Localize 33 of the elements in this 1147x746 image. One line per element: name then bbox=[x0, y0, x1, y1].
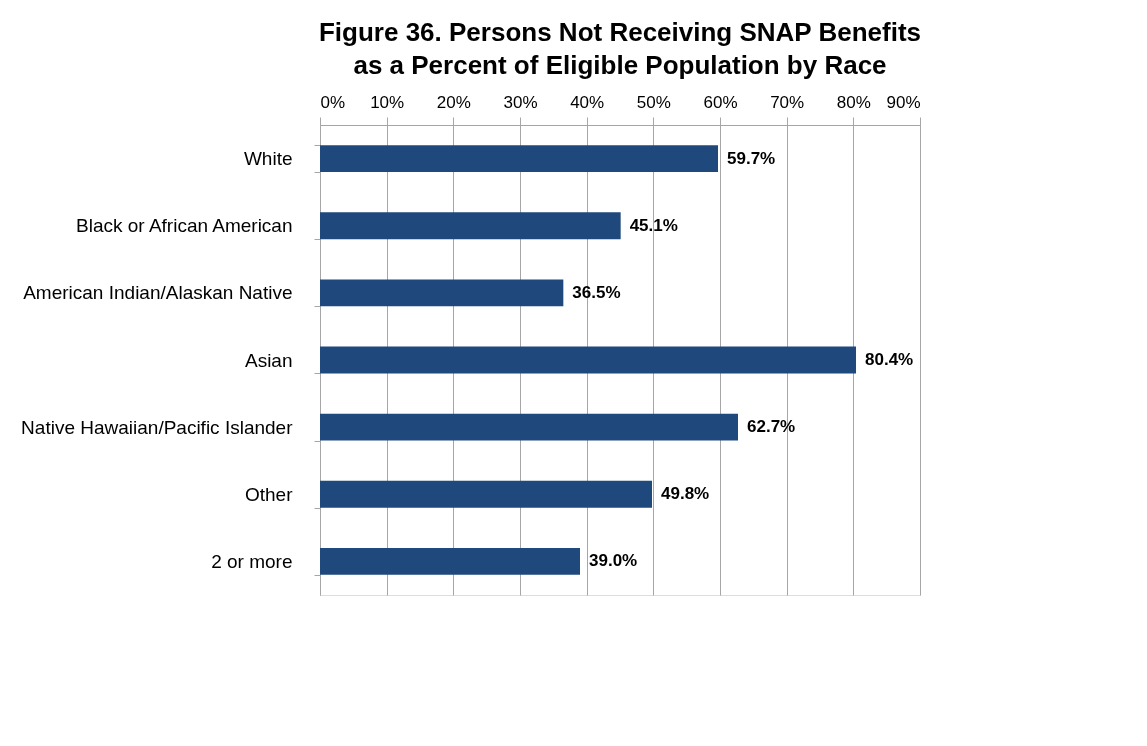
y-tick-label: Other bbox=[244, 483, 294, 505]
bar bbox=[320, 548, 580, 575]
y-tick-label: 2 or more bbox=[211, 550, 293, 572]
y-tick-label: White bbox=[243, 148, 293, 170]
x-tick-label: 60% bbox=[703, 92, 738, 112]
x-tick-label: 90% bbox=[886, 92, 921, 112]
text: as a Percent of Eligible Population by Race bbox=[353, 50, 887, 80]
data-label: 49.8% bbox=[661, 484, 710, 504]
y-tick-label: Asian bbox=[244, 349, 293, 371]
x-tick-label: 10% bbox=[370, 92, 405, 112]
bar bbox=[320, 212, 621, 240]
bar bbox=[320, 480, 652, 508]
data-label: 36.5% bbox=[572, 282, 621, 302]
bar bbox=[320, 145, 718, 172]
data-label: 59.7% bbox=[727, 148, 776, 168]
x-tick-label: 50% bbox=[636, 92, 671, 112]
y-tick-label: Native Hawaiian/Pacific Islander bbox=[21, 416, 294, 438]
data-label: 39.0% bbox=[589, 551, 638, 571]
bar bbox=[320, 413, 738, 441]
bar bbox=[320, 346, 856, 374]
x-tick-label: 0% bbox=[320, 92, 346, 112]
data-label: 45.1% bbox=[629, 215, 678, 235]
x-tick-label: 80% bbox=[836, 92, 871, 112]
data-label: 62.7% bbox=[747, 417, 796, 437]
x-tick-label: 70% bbox=[770, 92, 805, 112]
x-tick-label: 20% bbox=[436, 92, 471, 112]
y-tick-label: American Indian/Alaskan Native bbox=[23, 282, 293, 304]
bar bbox=[320, 279, 564, 307]
data-label: 80.4% bbox=[865, 350, 914, 369]
text: Figure 36. Persons Not Receiving SNAP Benefits bbox=[318, 17, 922, 47]
x-tick-label: 40% bbox=[570, 92, 605, 112]
y-tick-label: Black or African American bbox=[76, 215, 293, 237]
x-tick-label: 30% bbox=[503, 92, 538, 112]
